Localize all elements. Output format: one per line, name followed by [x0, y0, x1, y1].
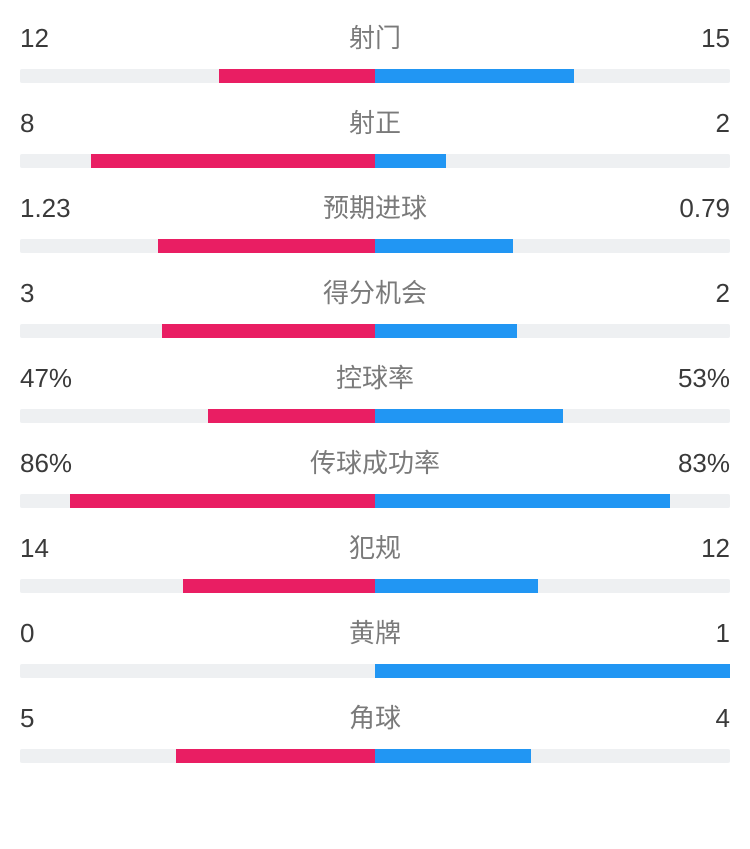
- stat-bar-left-half: [20, 749, 375, 763]
- stat-bar-track: [20, 749, 730, 763]
- stat-bar-right-fill: [375, 154, 446, 168]
- stat-bar-left-fill: [176, 749, 375, 763]
- stat-value-left: 3: [20, 278, 80, 309]
- stat-labels: 3得分机会2: [20, 273, 730, 310]
- stat-bar-right-half: [375, 324, 730, 338]
- stat-bar-left-fill: [162, 324, 375, 338]
- stat-bar-track: [20, 579, 730, 593]
- stat-bar-right-half: [375, 749, 730, 763]
- stat-row: 12射门15: [20, 0, 730, 85]
- stat-bar-right-fill: [375, 324, 517, 338]
- stat-bar-left-half: [20, 494, 375, 508]
- stat-value-left: 8: [20, 108, 80, 139]
- stat-label: 黄牌: [80, 613, 670, 650]
- stat-bar-left-fill: [91, 154, 375, 168]
- stat-bar-right-fill: [375, 409, 563, 423]
- stat-bar-right-half: [375, 154, 730, 168]
- stat-row: 47%控球率53%: [20, 340, 730, 425]
- stat-labels: 12射门15: [20, 18, 730, 55]
- stat-bar-left-half: [20, 579, 375, 593]
- stat-label: 犯规: [80, 528, 670, 565]
- stat-value-right: 0.79: [670, 193, 730, 224]
- stat-bar-left-fill: [219, 69, 375, 83]
- stats-container: 12射门158射正21.23预期进球0.793得分机会247%控球率53%86%…: [0, 0, 750, 765]
- stat-bar-left-fill: [70, 494, 375, 508]
- stat-bar-right-half: [375, 579, 730, 593]
- stat-labels: 5角球4: [20, 698, 730, 735]
- stat-label: 射正: [80, 103, 670, 140]
- stat-value-right: 15: [670, 23, 730, 54]
- stat-value-left: 86%: [20, 448, 80, 479]
- stat-bar-left-fill: [158, 239, 375, 253]
- stat-bar-track: [20, 324, 730, 338]
- stat-labels: 14犯规12: [20, 528, 730, 565]
- stat-bar-left-half: [20, 69, 375, 83]
- stat-value-left: 12: [20, 23, 80, 54]
- stat-labels: 86%传球成功率83%: [20, 443, 730, 480]
- stat-bar-left-half: [20, 409, 375, 423]
- stat-bar-track: [20, 239, 730, 253]
- stat-value-left: 5: [20, 703, 80, 734]
- stat-bar-right-fill: [375, 664, 730, 678]
- stat-value-right: 4: [670, 703, 730, 734]
- stat-value-left: 14: [20, 533, 80, 564]
- stat-row: 1.23预期进球0.79: [20, 170, 730, 255]
- stat-value-left: 47%: [20, 363, 80, 394]
- stat-label: 控球率: [80, 358, 670, 395]
- stat-bar-track: [20, 69, 730, 83]
- stat-labels: 0黄牌1: [20, 613, 730, 650]
- stat-row: 3得分机会2: [20, 255, 730, 340]
- stat-bar-right-half: [375, 409, 730, 423]
- stat-bar-right-fill: [375, 239, 513, 253]
- stat-value-right: 83%: [670, 448, 730, 479]
- stat-value-right: 1: [670, 618, 730, 649]
- stat-bar-right-fill: [375, 494, 670, 508]
- stat-bar-left-half: [20, 324, 375, 338]
- stat-row: 8射正2: [20, 85, 730, 170]
- stat-label: 角球: [80, 698, 670, 735]
- stat-bar-right-half: [375, 494, 730, 508]
- stat-label: 射门: [80, 18, 670, 55]
- stat-bar-track: [20, 494, 730, 508]
- stat-bar-left-fill: [208, 409, 375, 423]
- stat-value-left: 1.23: [20, 193, 80, 224]
- stat-labels: 47%控球率53%: [20, 358, 730, 395]
- stat-bar-left-half: [20, 154, 375, 168]
- stat-label: 得分机会: [80, 273, 670, 310]
- stat-bar-track: [20, 409, 730, 423]
- stat-value-left: 0: [20, 618, 80, 649]
- stat-row: 0黄牌1: [20, 595, 730, 680]
- stat-labels: 1.23预期进球0.79: [20, 188, 730, 225]
- stat-row: 5角球4: [20, 680, 730, 765]
- stat-bar-right-half: [375, 69, 730, 83]
- stat-bar-right-fill: [375, 69, 574, 83]
- stat-labels: 8射正2: [20, 103, 730, 140]
- stat-bar-left-half: [20, 664, 375, 678]
- stat-bar-right-half: [375, 664, 730, 678]
- stat-label: 预期进球: [80, 188, 670, 225]
- stat-row: 14犯规12: [20, 510, 730, 595]
- stat-bar-right-fill: [375, 749, 531, 763]
- stat-bar-right-fill: [375, 579, 538, 593]
- stat-value-right: 2: [670, 278, 730, 309]
- stat-bar-left-fill: [183, 579, 375, 593]
- stat-bar-track: [20, 664, 730, 678]
- stat-value-right: 53%: [670, 363, 730, 394]
- stat-bar-track: [20, 154, 730, 168]
- stat-value-right: 12: [670, 533, 730, 564]
- stat-bar-left-half: [20, 239, 375, 253]
- stat-value-right: 2: [670, 108, 730, 139]
- stat-bar-right-half: [375, 239, 730, 253]
- stat-row: 86%传球成功率83%: [20, 425, 730, 510]
- stat-label: 传球成功率: [80, 443, 670, 480]
